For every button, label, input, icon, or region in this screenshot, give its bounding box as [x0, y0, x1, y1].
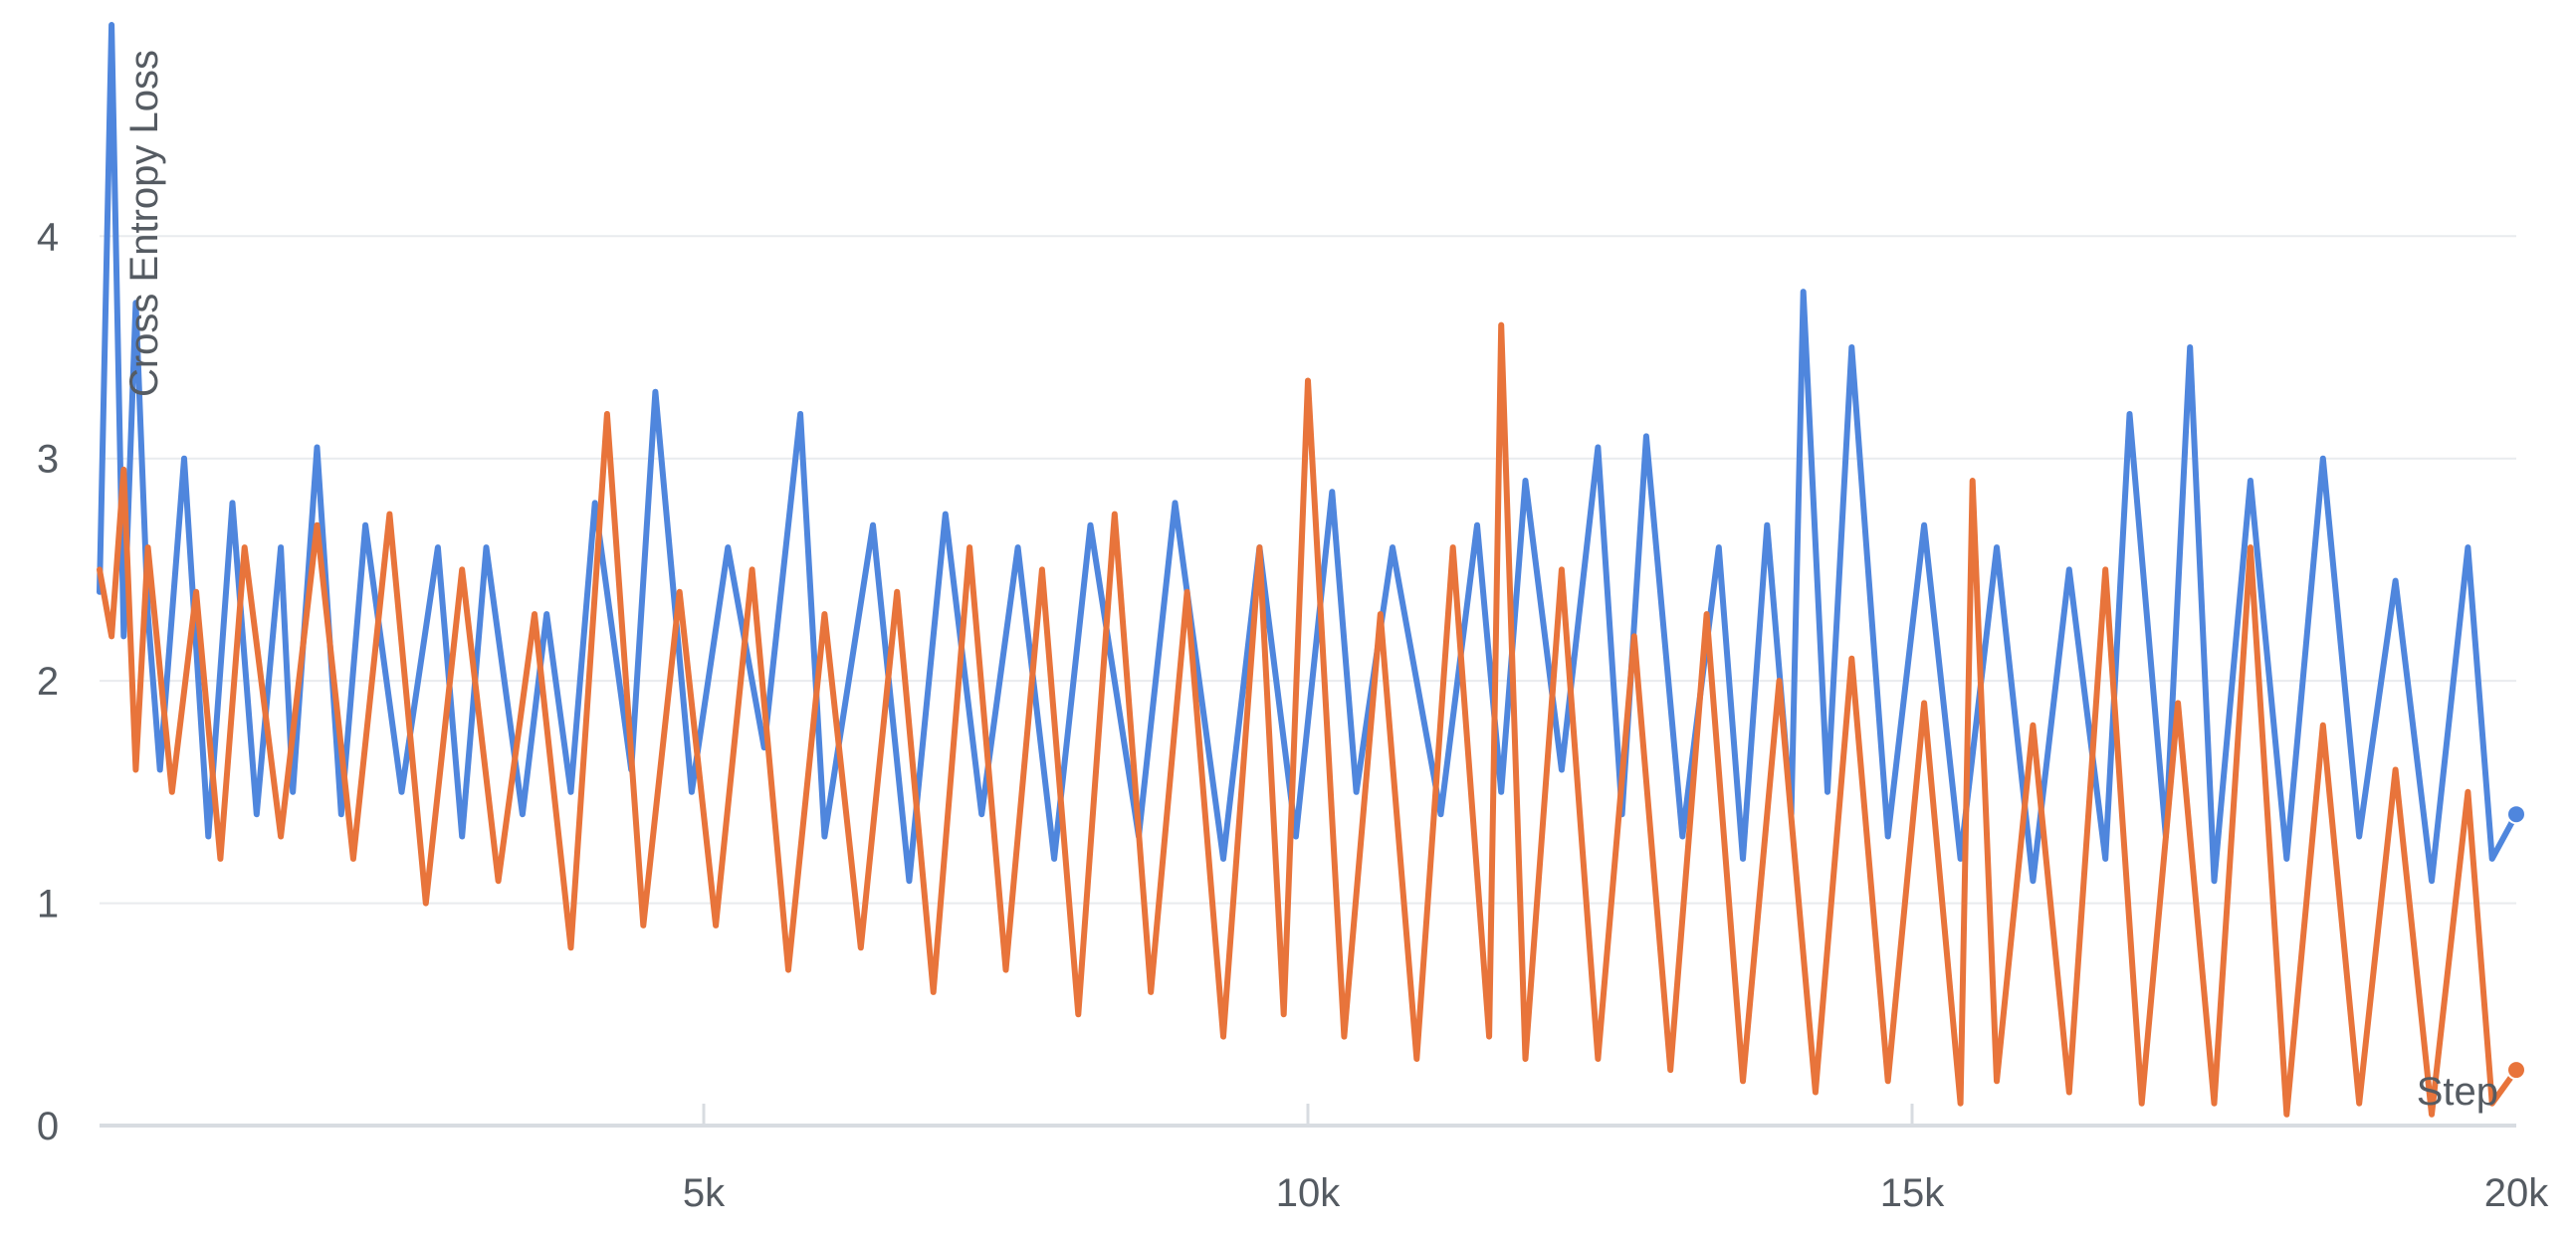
x-tick-label: 20k	[2484, 1171, 2549, 1215]
y-tick-label: 4	[37, 215, 59, 259]
tick-labels: 0 1 2 3 4 5k 10k 15k 20k	[37, 215, 2549, 1215]
y-tick-label: 3	[37, 438, 59, 482]
series-end-point-2	[2506, 1060, 2526, 1081]
x-tick-label: 15k	[1880, 1171, 1945, 1215]
series-line-2	[97, 321, 2519, 1118]
y-tick-label: 1	[37, 883, 59, 927]
series-end-point-1	[2506, 804, 2526, 825]
x-axis-title: Step	[2417, 1070, 2498, 1114]
y-axis-title: Cross Entropy Loss	[122, 50, 166, 397]
x-tick-label: 10k	[1276, 1171, 1341, 1215]
y-tick-label: 2	[37, 660, 59, 704]
series-lines	[97, 22, 2526, 1118]
y-tick-label: 0	[37, 1105, 59, 1148]
x-tick-label: 5k	[683, 1171, 726, 1215]
